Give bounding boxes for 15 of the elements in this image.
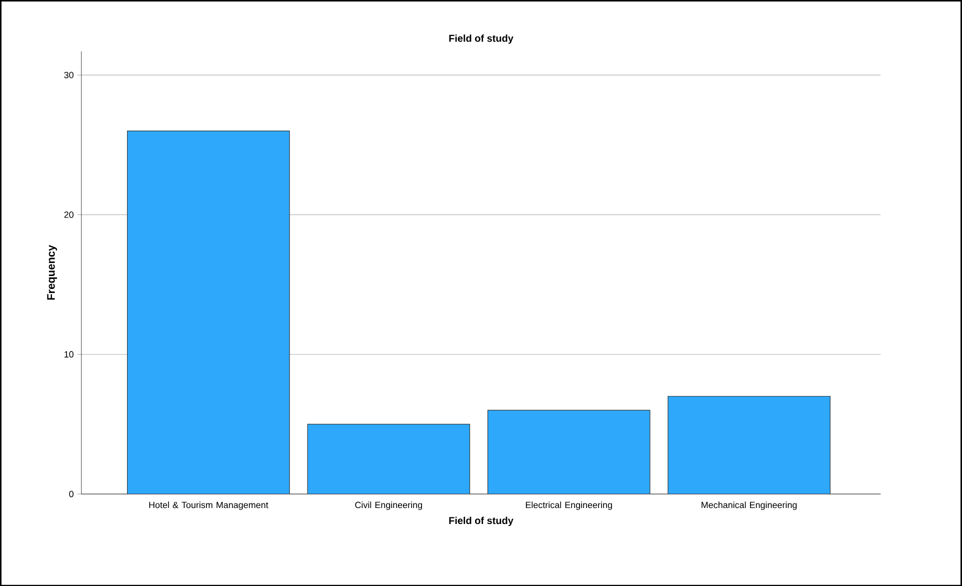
bar bbox=[307, 424, 470, 494]
x-tick-label: Hotel & Tourism Management bbox=[149, 501, 268, 510]
x-axis-title: Field of study bbox=[449, 516, 514, 526]
chart-title: Field of study bbox=[449, 34, 514, 44]
bar bbox=[127, 130, 290, 494]
y-tick-label: 20 bbox=[64, 211, 74, 218]
y-tick-label: 0 bbox=[69, 490, 74, 497]
y-tick-label: 30 bbox=[64, 72, 74, 78]
y-axis-title: Frequency bbox=[47, 244, 57, 300]
x-tick-label: Electrical Engineering bbox=[526, 501, 612, 510]
bar bbox=[668, 396, 830, 494]
bar bbox=[487, 410, 650, 494]
y-tick-label: 10 bbox=[64, 350, 74, 358]
x-tick-label: Civil Engineering bbox=[355, 501, 422, 510]
x-tick-label: Mechanical Engineering bbox=[702, 501, 797, 510]
